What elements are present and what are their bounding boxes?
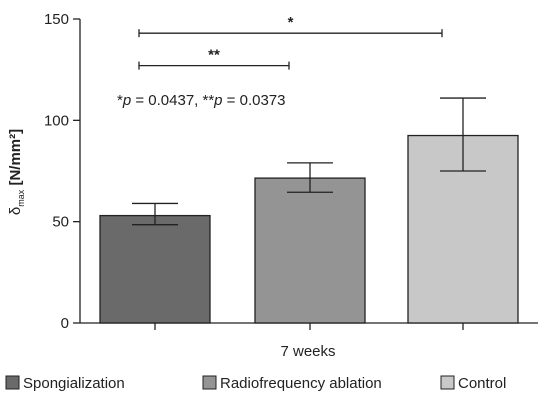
legend: Spongialization Radiofrequency ablation …	[5, 375, 506, 392]
legend-label-radiofrequency-ablation: Radiofrequency ablation	[220, 375, 382, 392]
p-annotation-post: = 0.0373	[223, 92, 286, 109]
bar-radiofrequency-ablation	[254, 177, 366, 324]
significance-label-0: **	[208, 47, 220, 64]
x-axis-label: 7 weeks	[280, 343, 335, 360]
legend-label-spongialization: Spongialization	[23, 375, 125, 392]
y-tick-label: 150	[44, 11, 69, 28]
y-axis-label-unit: [N/mm²]	[7, 129, 24, 190]
legend-label-control: Control	[458, 375, 506, 392]
y-axis-label-main: δ	[7, 207, 24, 215]
p-annotation-prefix: *	[117, 92, 123, 109]
significance-label-1: *	[288, 14, 294, 31]
p-annotation-p1: p	[122, 92, 131, 109]
p-annotation-mid: = 0.0437, **	[131, 92, 214, 109]
p-value-annotation: *p = 0.0437, **p = 0.0373	[117, 92, 286, 109]
legend-swatch-radiofrequency-ablation	[202, 375, 217, 390]
p-annotation-p2: p	[213, 92, 222, 109]
y-axis-label-sub: max	[16, 189, 26, 207]
y-tick-label: 0	[61, 315, 69, 332]
y-tick-label: 100	[44, 112, 69, 129]
y-tick-label: 50	[52, 214, 69, 231]
bar-spongialization	[99, 214, 211, 324]
y-axis-label: δmax [N/mm²]	[7, 129, 26, 215]
legend-swatch-spongialization	[5, 375, 20, 390]
legend-swatch-control	[440, 375, 455, 390]
